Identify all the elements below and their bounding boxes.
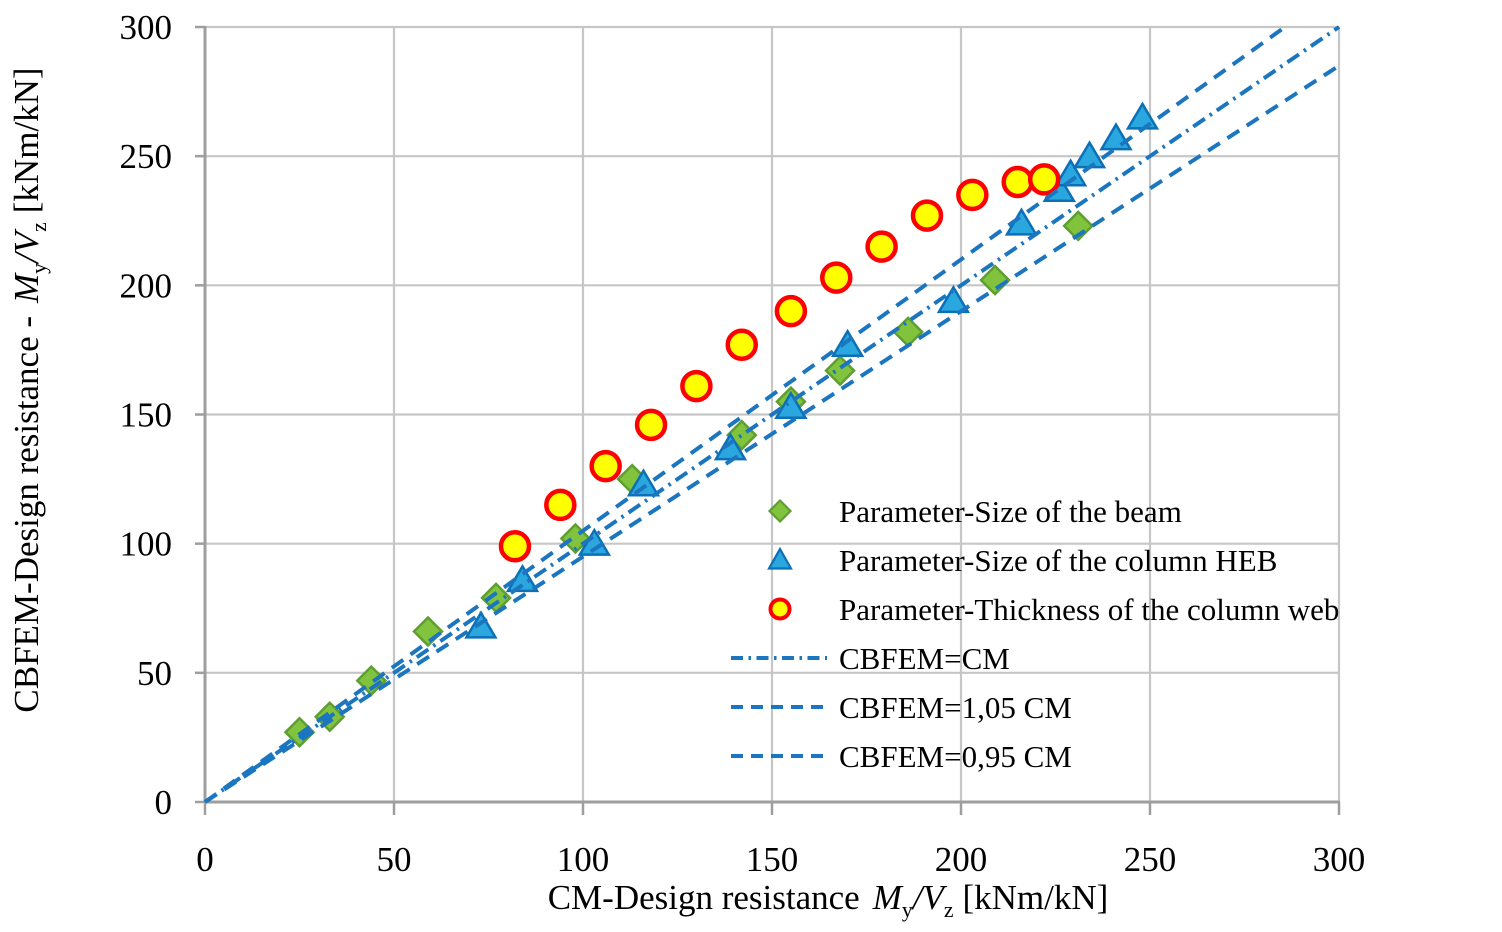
- legend-label: Parameter-Thickness of the column web: [839, 591, 1340, 627]
- circle-marker: [910, 199, 944, 232]
- circle-marker: [1001, 165, 1034, 199]
- triangle-marker: [1125, 101, 1160, 130]
- circle-marker: [820, 261, 853, 294]
- y-tick-label: 300: [120, 8, 173, 47]
- y-tick-label: 50: [137, 654, 172, 693]
- x-tick-label: 0: [196, 840, 214, 879]
- diamond-marker: [892, 316, 924, 348]
- legend-item-cbfem-095cm: CBFEM=0,95 CM: [708, 732, 1339, 781]
- triangle-marker-icon: [767, 546, 793, 570]
- circle-marker: [1027, 163, 1061, 196]
- diamond-marker: [412, 615, 444, 648]
- legend-item-column-web: Parameter-Thickness of the column web: [708, 585, 1339, 634]
- circle-marker: [774, 294, 808, 328]
- legend-item-beam: Parameter-Size of the beam: [708, 487, 1339, 536]
- y-tick-label: 150: [120, 396, 173, 435]
- circle-marker-icon: [768, 597, 792, 621]
- circle-marker: [634, 408, 668, 442]
- y-tick-label: 0: [155, 783, 173, 822]
- x-tick-label: 50: [377, 840, 412, 879]
- reference-line: [203, 64, 1341, 804]
- triangle-marker: [774, 390, 808, 419]
- dashed-line-icon: [731, 754, 827, 758]
- legend-item-cbfem-105cm: CBFEM=1,05 CM: [708, 683, 1339, 732]
- y-tick-label: 250: [120, 137, 173, 176]
- y-tick-label: 200: [120, 266, 173, 305]
- reference-line: [203, 25, 1287, 804]
- circle-marker: [956, 178, 989, 212]
- x-tick-label: 300: [1313, 840, 1366, 879]
- dashed-line-icon: [731, 705, 827, 709]
- legend-label: CBFEM=1,05 CM: [839, 689, 1072, 725]
- circle-marker: [544, 488, 577, 522]
- x-axis-title: CM-Design resistance My/Vz [kNm/kN]: [547, 878, 1109, 922]
- x-tick-label: 100: [557, 840, 610, 879]
- triangle-marker: [505, 563, 540, 593]
- x-tick-label: 250: [1124, 840, 1177, 879]
- diamond-marker: [824, 354, 856, 387]
- triangle-marker: [626, 468, 661, 497]
- legend-item-cbfem-cm: CBFEM=CM: [708, 634, 1339, 683]
- y-axis-title: CBFEM-Design resistance -My/Vz[kNm/kN]: [7, 67, 51, 713]
- circle-marker: [865, 230, 898, 263]
- circle-marker: [589, 449, 622, 483]
- y-tick-label: 100: [120, 525, 173, 564]
- x-axis-title-text: CM-Design resistance: [547, 878, 860, 917]
- x-tick-label: 200: [935, 840, 988, 879]
- diamond-marker-icon: [767, 498, 793, 524]
- legend-label: CBFEM=0,95 CM: [839, 738, 1072, 774]
- reference-line: [203, 25, 1341, 804]
- y-axis-title-text: CBFEM-Design resistance -: [7, 315, 46, 713]
- diamond-marker: [1062, 210, 1094, 242]
- legend: Parameter-Size of the beam Parameter-Siz…: [708, 487, 1339, 781]
- legend-label: Parameter-Size of the beam: [839, 493, 1182, 529]
- x-tick-label: 150: [746, 840, 799, 879]
- circle-marker: [725, 328, 759, 361]
- legend-label: Parameter-Size of the column HEB: [839, 542, 1278, 578]
- dashdot-line-icon: [731, 656, 827, 660]
- legend-label: CBFEM=CM: [839, 640, 1010, 676]
- triangle-marker: [1053, 158, 1088, 187]
- triangle-marker: [936, 284, 971, 314]
- triangle-marker: [1099, 122, 1133, 151]
- circle-marker: [498, 530, 532, 563]
- triangle-marker: [830, 328, 865, 357]
- diamond-marker: [979, 264, 1011, 296]
- circle-marker: [680, 369, 713, 403]
- triangle-marker: [1072, 140, 1107, 169]
- legend-item-column-heb: Parameter-Size of the column HEB: [708, 536, 1339, 585]
